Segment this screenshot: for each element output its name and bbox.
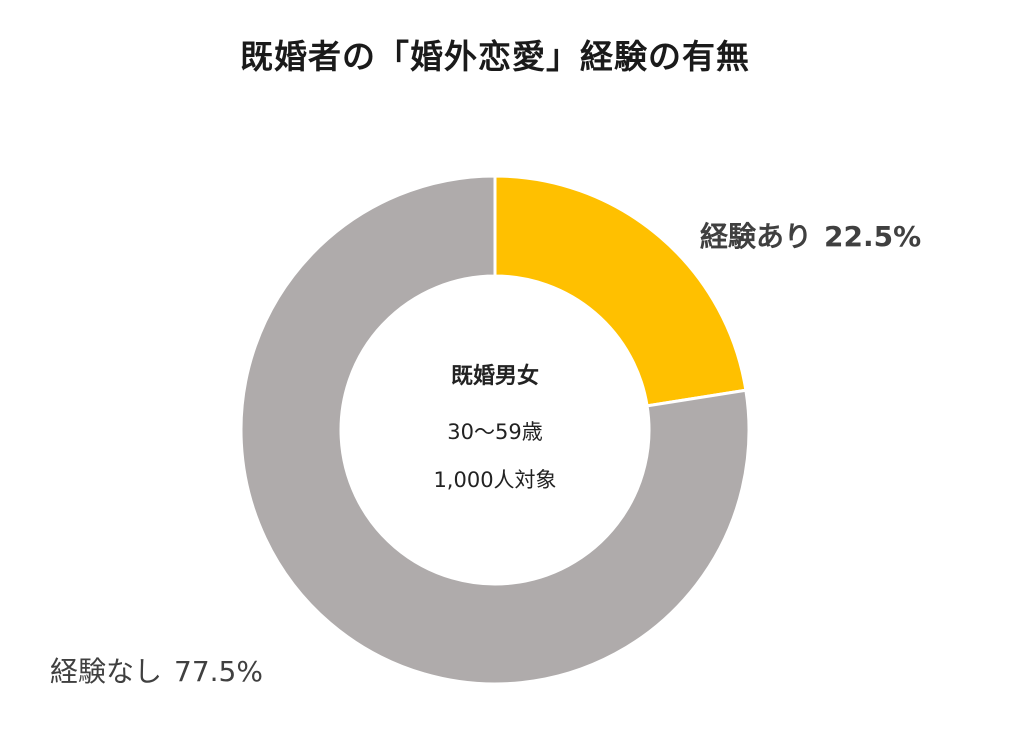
slice-label-experienced-name: 経験あり [700,220,813,253]
chart-title: 既婚者の「婚外恋愛」経験の有無 [240,37,750,76]
center-age-range: 30～59歳 [447,420,543,444]
center-heading: 既婚男女 [450,364,539,389]
slice-label-not-experienced: 経験なし 77.5% [50,650,263,690]
slice-label-experienced: 経験あり 22.5% [700,215,921,255]
donut-slice-0 [493,174,748,408]
donut-slice-1 [239,174,751,686]
slice-label-experienced-value: 22.5% [824,220,922,253]
slice-label-not-experienced-name: 経験なし [50,655,163,688]
center-sample-size: 1,000人対象 [433,468,557,492]
donut-slices [239,174,751,686]
slice-label-not-experienced-value: 77.5% [174,655,263,688]
